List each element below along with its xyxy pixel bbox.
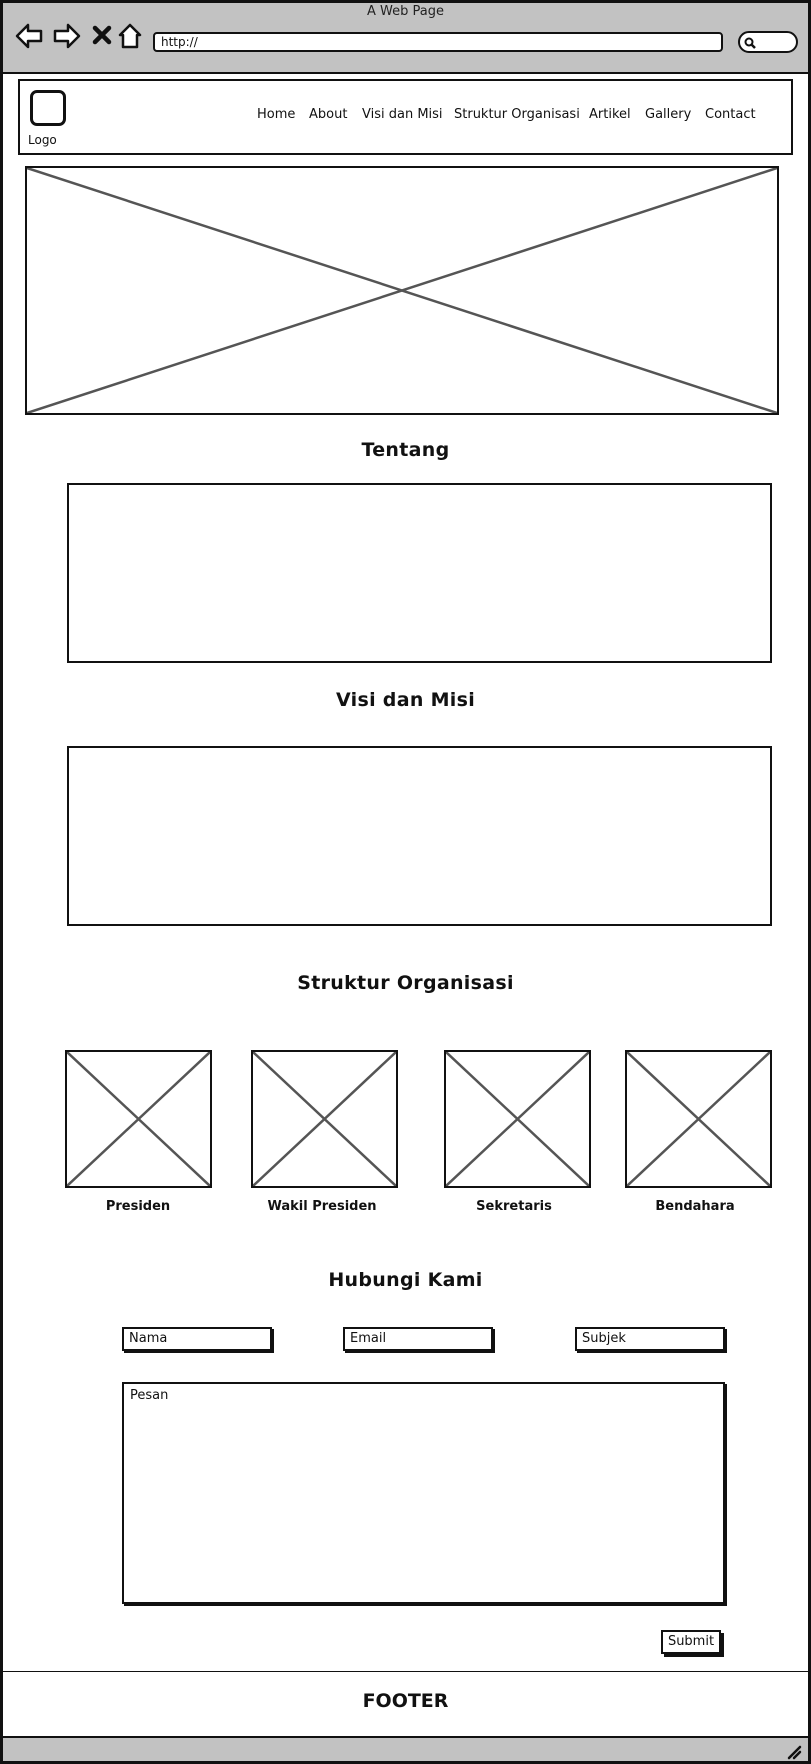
email-field[interactable]: Email: [343, 1327, 493, 1351]
resize-grip-icon[interactable]: [786, 1744, 802, 1760]
contact-section-title: Hubungi Kami: [328, 1269, 483, 1291]
vision-section-title: Visi dan Misi: [335, 689, 476, 711]
search-icon: [743, 35, 757, 49]
member-name: Sekretaris: [476, 1199, 552, 1214]
hero-image-placeholder: [25, 166, 779, 415]
back-icon[interactable]: [14, 22, 44, 50]
submit-button[interactable]: Submit: [661, 1630, 721, 1654]
nav-home[interactable]: Home: [257, 107, 296, 122]
home-icon[interactable]: [117, 22, 143, 50]
member-name: Bendahara: [655, 1199, 735, 1214]
site-header: [18, 79, 793, 155]
nav-struktur-organisasi[interactable]: Struktur Organisasi: [454, 107, 580, 122]
nav-contact[interactable]: Contact: [705, 107, 756, 122]
footer-divider: [3, 1671, 808, 1672]
name-field[interactable]: Nama: [122, 1327, 272, 1351]
window-status-bar: [0, 1736, 811, 1764]
nav-artikel[interactable]: Artikel: [589, 107, 631, 122]
about-section-title: Tentang: [361, 439, 450, 461]
about-content-box: [67, 483, 772, 663]
member-photo-placeholder: [444, 1050, 591, 1188]
url-bar[interactable]: http://: [153, 32, 723, 52]
nav-about[interactable]: About: [309, 107, 348, 122]
structure-section-title: Struktur Organisasi: [297, 972, 514, 994]
main-nav: Home About Visi dan Misi Struktur Organi…: [0, 107, 811, 125]
subject-field[interactable]: Subjek: [575, 1327, 725, 1351]
nav-gallery[interactable]: Gallery: [645, 107, 692, 122]
member-photo-placeholder: [65, 1050, 212, 1188]
logo[interactable]: [30, 90, 66, 126]
forward-icon[interactable]: [52, 22, 82, 50]
browser-search-field[interactable]: [738, 31, 798, 53]
vision-content-box: [67, 746, 772, 926]
stop-icon[interactable]: [91, 24, 113, 46]
logo-label: Logo: [28, 133, 57, 147]
member-name: Wakil Presiden: [267, 1199, 377, 1214]
message-field[interactable]: Pesan: [122, 1382, 725, 1604]
nav-visi-dan-misi[interactable]: Visi dan Misi: [362, 107, 443, 122]
footer: FOOTER: [362, 1690, 449, 1712]
member-name: Presiden: [105, 1199, 171, 1214]
window-title: A Web Page: [367, 4, 444, 19]
member-photo-placeholder: [625, 1050, 772, 1188]
member-photo-placeholder: [251, 1050, 398, 1188]
